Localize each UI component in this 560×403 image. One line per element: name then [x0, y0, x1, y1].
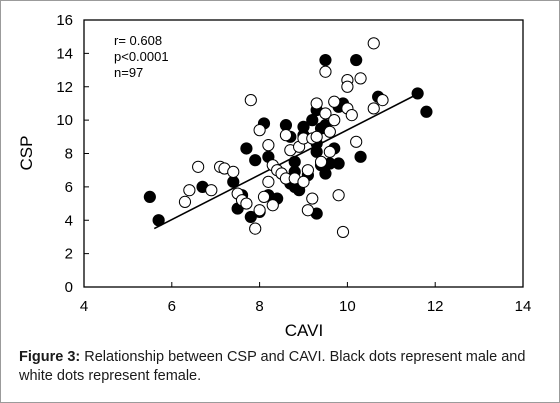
stats-annotation: r= 0.608 [114, 33, 162, 48]
female-point [192, 160, 205, 173]
y-axis-label: CSP [17, 136, 36, 171]
female-point [332, 189, 345, 202]
y-tick-label: 4 [65, 212, 73, 229]
x-tick-label: 8 [255, 298, 263, 315]
female-point [310, 97, 323, 110]
female-point [257, 190, 271, 203]
female-point [183, 184, 196, 197]
plot-axes: 4 6 8 10 12 14 0 2 4 6 8 10 12 14 16 [56, 12, 531, 315]
female-point [345, 109, 358, 122]
x-tick-label: 10 [339, 298, 356, 315]
female-point [306, 192, 319, 205]
y-tick-label: 0 [65, 279, 73, 296]
female-point [341, 80, 354, 93]
female-point [328, 95, 341, 108]
female-point [266, 199, 279, 212]
female-point [336, 225, 350, 239]
y-tick-label: 12 [56, 79, 73, 96]
male-point [411, 87, 424, 100]
male-point [249, 154, 262, 167]
male-point [143, 190, 156, 203]
female-point [297, 175, 310, 188]
female-point [354, 72, 367, 85]
x-tick-label: 12 [427, 298, 444, 315]
male-point [350, 53, 363, 67]
female-point [323, 125, 336, 138]
male-point [319, 53, 332, 67]
female-point [227, 165, 240, 178]
y-tick-label: 16 [56, 12, 73, 29]
y-tick-label: 8 [65, 146, 73, 163]
scatter-plot: 4 6 8 10 12 14 0 2 4 6 8 10 12 14 16 r= 0.608p<0.0001n… [17, 12, 531, 340]
female-point [350, 135, 363, 148]
female-point [301, 164, 314, 177]
female-point [376, 94, 389, 107]
male-point [354, 150, 367, 163]
female-point [367, 102, 380, 115]
male-point [240, 142, 253, 155]
y-tick-label: 6 [65, 179, 73, 196]
female-point [328, 114, 341, 127]
x-tick-label: 14 [515, 298, 532, 315]
female-point [240, 197, 253, 210]
y-tick-label: 10 [56, 112, 73, 129]
female-point [262, 175, 275, 188]
caption-label: Figure 3: [19, 349, 81, 365]
points-group [143, 37, 433, 239]
female-point [319, 65, 332, 78]
caption-text: Relationship between CSP and CAVI. Black… [19, 349, 526, 384]
y-tick-label: 2 [65, 246, 73, 263]
stats-annotation: n=97 [114, 65, 143, 80]
female-point [279, 129, 293, 142]
female-point [310, 130, 323, 143]
x-tick-label: 4 [80, 298, 88, 315]
male-point [420, 105, 433, 118]
female-point [262, 139, 275, 152]
female-point [244, 94, 257, 107]
female-point [249, 222, 262, 235]
female-point [367, 37, 380, 50]
male-point [306, 114, 319, 127]
stats-annotation: p<0.0001 [114, 49, 169, 64]
y-tick-label: 14 [56, 45, 73, 62]
male-point [319, 167, 332, 180]
male-point [310, 145, 323, 158]
female-point [323, 145, 336, 158]
female-point [253, 204, 266, 217]
regression-line [153, 91, 423, 230]
female-point [301, 204, 314, 217]
male-point [152, 214, 165, 227]
female-point [319, 107, 332, 120]
female-point [205, 184, 218, 197]
x-axis-label: CAVI [285, 321, 323, 340]
female-point [178, 195, 192, 208]
figure-caption: Figure 3: Relationship between CSP and C… [19, 348, 549, 386]
x-tick-label: 6 [168, 298, 176, 315]
female-point [314, 155, 328, 168]
trendline-group [153, 91, 423, 230]
female-point [253, 124, 266, 137]
male-point [332, 157, 345, 170]
